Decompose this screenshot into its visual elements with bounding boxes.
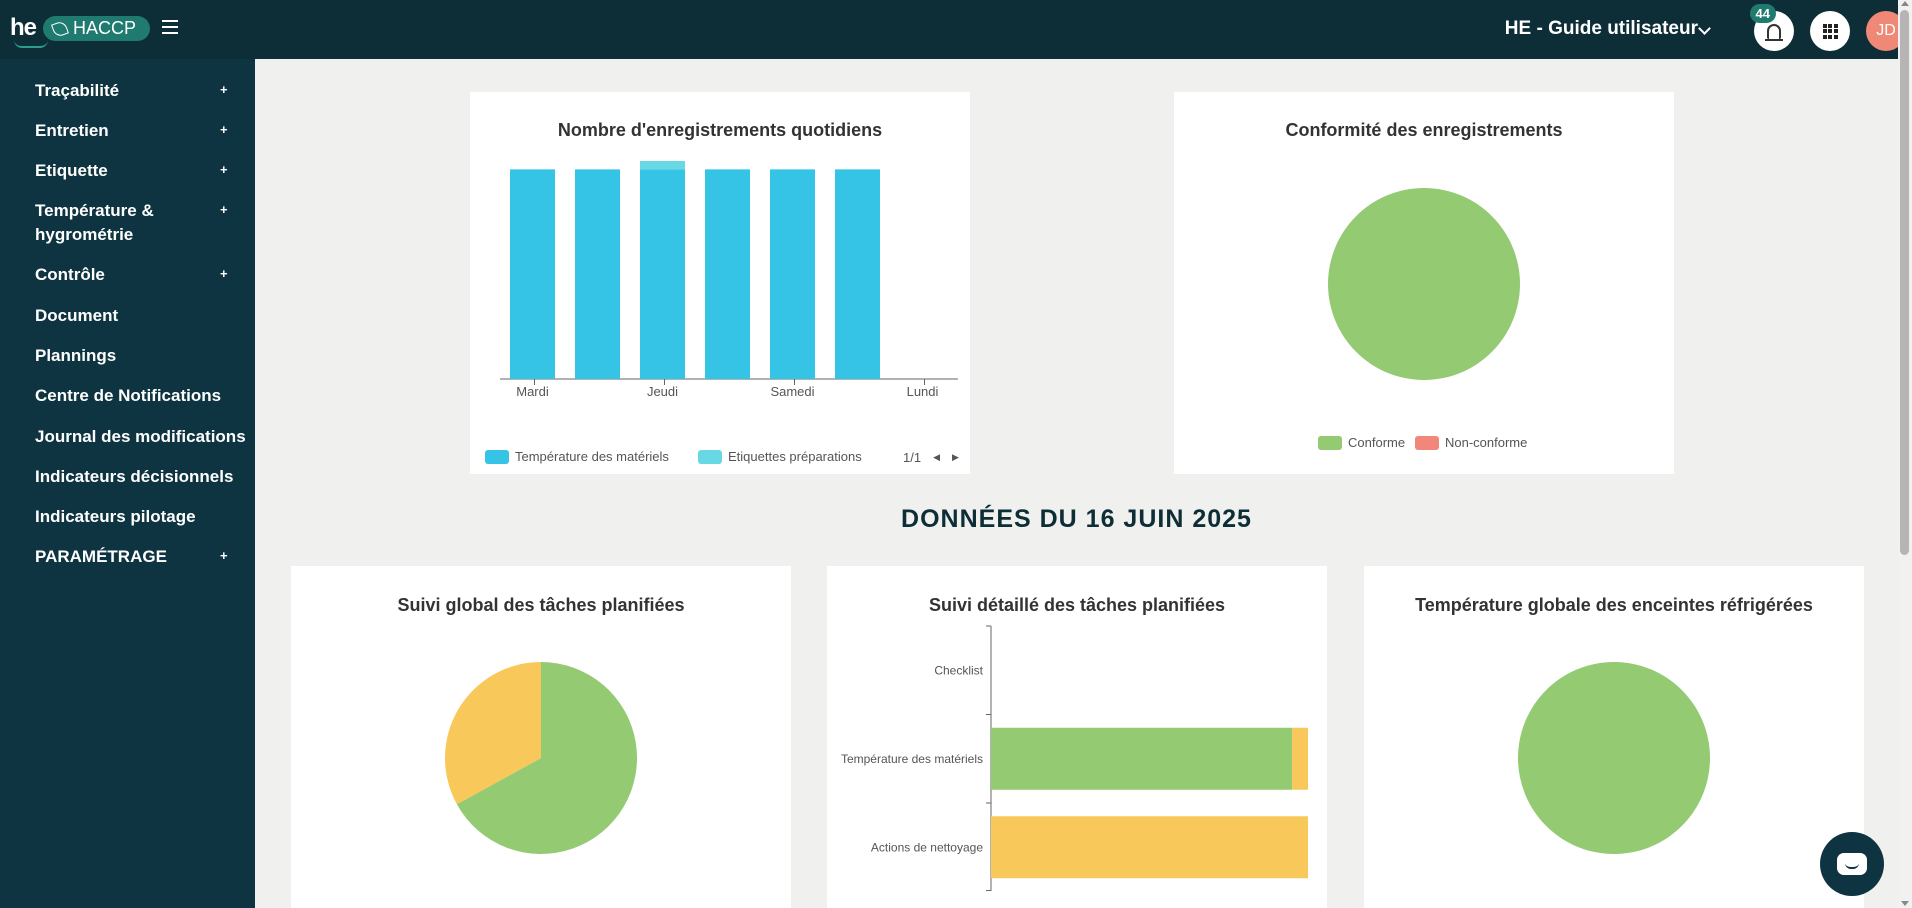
bar-mardi[interactable] — [510, 169, 555, 379]
sidebar-item-indicateurs-decisionnels[interactable]: Indicateurs décisionnels — [35, 467, 234, 486]
x-tick-label: Lundi — [907, 384, 939, 399]
pie-slice-conforme[interactable] — [1328, 188, 1520, 380]
sidebar-item-plannings[interactable]: Plannings — [35, 346, 117, 365]
pie-slice[interactable] — [445, 662, 541, 805]
legend-swatch — [698, 449, 722, 464]
detailed-tasks-card: Suivi détaillé des tâches planifiées Che… — [827, 566, 1327, 908]
bar-dimanche[interactable] — [835, 169, 880, 379]
expand-icon[interactable]: + — [220, 162, 228, 177]
apps-button[interactable] — [1810, 11, 1850, 51]
grid-icon — [1822, 23, 1838, 39]
menu-toggle-icon[interactable] — [162, 20, 178, 34]
global-tasks-card: Suivi global des tâches planifiées — [291, 566, 791, 908]
notification-count-badge: 44 — [1749, 4, 1776, 23]
bar-jeudi[interactable] — [640, 161, 685, 170]
conformity-card: Conformité des enregistrements Conforme … — [1174, 92, 1674, 474]
legend-item[interactable]: Etiquettes préparations — [698, 449, 862, 464]
conformity-chart — [1328, 188, 1520, 380]
legend-page-count: 1/1 — [903, 450, 922, 465]
bar-vendredi[interactable] — [705, 169, 750, 379]
sidebar: Traçabilité + Entretien + Etiquette + Te… — [0, 59, 255, 908]
fridge-temperature-chart — [1518, 662, 1710, 854]
expand-icon[interactable]: + — [220, 122, 228, 137]
legend-label: Conforme — [1348, 435, 1406, 450]
legend-swatch — [485, 449, 509, 464]
sidebar-item-controle[interactable]: Contrôle — [35, 265, 105, 284]
legend-swatch — [1318, 435, 1342, 450]
pie-slice[interactable] — [1518, 662, 1710, 854]
sidebar-item-indicateurs-pilotage[interactable]: Indicateurs pilotage — [35, 507, 196, 526]
detailed-tasks-chart: Checklist Température des matériels Action… — [841, 625, 1308, 891]
x-tick-label: Samedi — [770, 384, 814, 399]
y-tick-label: Checklist — [934, 663, 983, 677]
chart-title: Conformité des enregistrements — [1285, 120, 1563, 140]
legend-item[interactable]: Non-conforme — [1415, 435, 1527, 450]
hbar-segment[interactable] — [991, 816, 1308, 879]
chart-title: Nombre d'enregistrements quotidiens — [557, 120, 883, 140]
chat-button[interactable] — [1820, 832, 1884, 896]
expand-icon[interactable]: + — [220, 266, 228, 281]
scrollbar-thumb[interactable] — [1900, 10, 1909, 555]
chart-title: Suivi global des tâches planifiées — [397, 595, 685, 615]
y-tick-label: Température des matériels — [841, 752, 983, 766]
previous-page-icon[interactable]: ◀ — [933, 452, 940, 462]
daily-records-chart: Mardi Jeudi Samedi Lundi — [500, 161, 958, 399]
bar-samedi[interactable] — [770, 169, 815, 379]
next-page-icon[interactable]: ▶ — [952, 452, 959, 462]
legend-label: Température des matériels — [515, 449, 669, 464]
expand-icon[interactable]: + — [220, 202, 228, 217]
app-badge-label: HACCP — [73, 18, 137, 38]
scroll-up-icon[interactable] — [1901, 1, 1909, 6]
global-tasks-chart — [445, 662, 637, 854]
legend-item[interactable]: Température des matériels — [485, 449, 669, 464]
sidebar-item-parametrage[interactable]: PARAMÉTRAGE — [35, 547, 167, 566]
sidebar-item-temperature[interactable]: Température & hygrométrie — [35, 201, 154, 244]
workspace-selector[interactable]: HE - Guide utilisateur — [1504, 18, 1698, 39]
x-tick-label: Jeudi — [647, 384, 678, 399]
section-heading: DONNÉES DU 16 JUIN 2025 — [901, 505, 1252, 533]
top-bar: he HACCP HE - Guide utilisateur 44 JD — [0, 0, 1912, 59]
sidebar-item-notifications[interactable]: Centre de Notifications — [35, 386, 222, 405]
bell-icon — [1765, 23, 1783, 41]
leaf-icon — [51, 19, 69, 38]
chat-icon — [1837, 853, 1867, 875]
fridge-temperature-card: Température globale des enceintes réfrig… — [1364, 566, 1864, 908]
sidebar-item-tracabilite[interactable]: Traçabilité — [35, 81, 120, 100]
hbar-segment[interactable] — [1292, 727, 1308, 790]
y-tick-label: Actions de nettoyage — [871, 840, 983, 854]
expand-icon[interactable]: + — [220, 82, 228, 97]
bar-mercredi[interactable] — [575, 169, 620, 379]
chevron-down-icon[interactable] — [1698, 22, 1711, 35]
x-tick-label: Mardi — [516, 384, 549, 399]
sidebar-item-document[interactable]: Document — [35, 306, 119, 325]
legend-label: Etiquettes préparations — [728, 449, 862, 464]
chart-title: Température globale des enceintes réfrig… — [1415, 595, 1813, 615]
daily-records-card: Nombre d'enregistrements quotidiens Mard… — [470, 92, 970, 474]
legend-pager: 1/1 ◀ ▶ — [903, 450, 959, 465]
bar-jeudi[interactable] — [640, 169, 685, 379]
expand-icon[interactable]: + — [220, 548, 228, 563]
scroll-down-icon[interactable] — [1901, 901, 1909, 906]
chart-title: Suivi détaillé des tâches planifiées — [928, 595, 1226, 615]
sidebar-item-entretien[interactable]: Entretien — [35, 121, 109, 140]
pie-slice[interactable] — [456, 662, 637, 854]
legend-swatch — [1415, 435, 1439, 450]
hbar-segment[interactable] — [991, 727, 1293, 790]
sidebar-item-etiquette[interactable]: Etiquette — [35, 161, 108, 180]
brand-logo[interactable]: he — [10, 14, 37, 41]
sidebar-item-journal[interactable]: Journal des modifications — [35, 427, 246, 446]
page-scrollbar[interactable] — [1898, 0, 1912, 908]
legend-item[interactable]: Conforme — [1318, 435, 1405, 450]
logo-swoosh-icon — [14, 40, 48, 48]
app-badge[interactable]: HACCP — [43, 16, 151, 41]
legend-label: Non-conforme — [1445, 435, 1528, 450]
